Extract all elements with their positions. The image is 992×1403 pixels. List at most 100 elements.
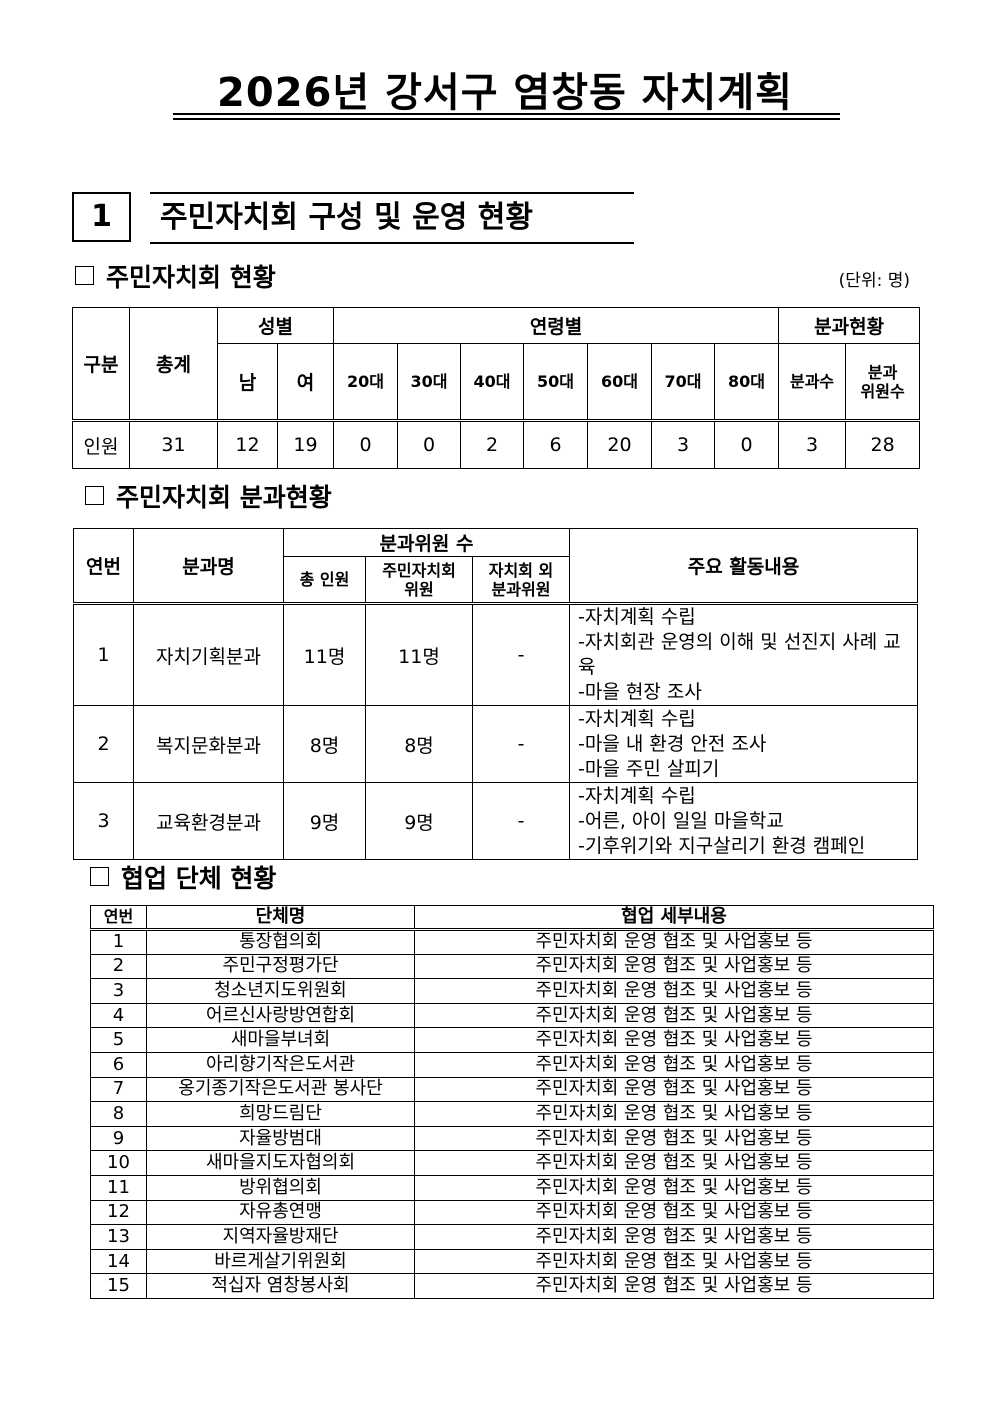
cell-detail: 주민자치회 운영 협조 및 사업홍보 등 bbox=[414, 1224, 934, 1250]
cell-name: 적십자 염창봉사회 bbox=[146, 1273, 415, 1299]
cell-detail: 주민자치회 운영 협조 및 사업홍보 등 bbox=[414, 1125, 934, 1152]
subcommittee-heading: 주민자치회 분과현황 bbox=[85, 478, 332, 514]
cell-name: 바르게살기위원회 bbox=[146, 1248, 415, 1275]
square-bullet-icon bbox=[90, 867, 109, 886]
header-sub-members: 분과 위원수 bbox=[845, 343, 921, 421]
header-line: 주민자치회 bbox=[382, 560, 456, 580]
cell-name: 주민구정평가단 bbox=[146, 953, 415, 980]
cell-name: 청소년지도위원회 bbox=[146, 978, 415, 1004]
header-female: 여 bbox=[277, 343, 334, 421]
cell-no: 15 bbox=[90, 1273, 147, 1299]
cell-detail: 주민자치회 운영 협조 및 사업홍보 등 bbox=[414, 1051, 934, 1078]
square-bullet-icon bbox=[85, 486, 104, 505]
cell-detail: 주민자치회 운영 협조 및 사업홍보 등 bbox=[414, 1002, 934, 1029]
heading-text: 협업 단체 현황 bbox=[121, 864, 277, 893]
cell-no: 8 bbox=[90, 1101, 147, 1127]
cell-no: 13 bbox=[90, 1224, 147, 1250]
cell-activities: -자치계획 수립 -자치회관 운영의 이해 및 선진지 사례 교육 -마을 현장 조… bbox=[569, 602, 918, 706]
cell-total: 8명 bbox=[283, 705, 366, 783]
cell-female: 19 bbox=[277, 419, 334, 469]
cell-name: 자유총연맹 bbox=[146, 1199, 415, 1226]
header-line: 위원 bbox=[404, 579, 434, 599]
activity-item: -기후위기와 지구살리기 환경 캠페인 bbox=[578, 834, 866, 857]
cell-age-60: 20 bbox=[587, 419, 652, 469]
cell-outside: - bbox=[472, 782, 570, 860]
status-table: 구분 총계 성별 연령별 분과현황 남 여 20대 30대 40대 50대 60… bbox=[72, 307, 921, 469]
cell-no: 12 bbox=[90, 1199, 147, 1226]
cell-name: 복지문화분과 bbox=[133, 705, 284, 783]
cell-age-50: 6 bbox=[523, 419, 588, 469]
cell-age-20: 0 bbox=[333, 419, 398, 469]
cell-no: 9 bbox=[90, 1125, 147, 1152]
activity-item: -마을 내 환경 안전 조사 bbox=[578, 732, 767, 755]
header-line: 자치회 외 bbox=[488, 560, 554, 580]
cell-no: 11 bbox=[90, 1174, 147, 1201]
cell-name: 자율방범대 bbox=[146, 1125, 415, 1152]
table-row: 14 바르게살기위원회 주민자치회 운영 협조 및 사업홍보 등 bbox=[90, 1248, 934, 1275]
cell-no: 6 bbox=[90, 1051, 147, 1078]
cell-detail: 주민자치회 운영 협조 및 사업홍보 등 bbox=[414, 1101, 934, 1127]
activity-item: -마을 주민 살피기 bbox=[578, 757, 720, 780]
header-total: 총 인원 bbox=[283, 556, 366, 604]
activity-item: -자치계획 수립 bbox=[578, 784, 696, 807]
heading-text: 주민자치회 분과현황 bbox=[116, 483, 332, 512]
table-row: 4 어르신사랑방연합회 주민자치회 운영 협조 및 사업홍보 등 bbox=[90, 1002, 934, 1029]
header-age-60: 60대 bbox=[587, 343, 652, 421]
partners-table: 연번 단체명 협업 세부내용 1 통장협의회 주민자치회 운영 협조 및 사업홍보 … bbox=[90, 905, 934, 1299]
cell-age-70: 3 bbox=[651, 419, 715, 469]
header-resident: 주민자치회 위원 bbox=[365, 556, 473, 604]
header-sub-count: 분과수 bbox=[778, 343, 847, 421]
heading-text: 주민자치회 현황 bbox=[106, 263, 276, 292]
cell-no: 1 bbox=[90, 928, 147, 955]
cell-name: 방위협의회 bbox=[146, 1174, 415, 1201]
activity-item: -어른, 아이 일일 마을학교 bbox=[578, 809, 784, 832]
cell-resident: 9명 bbox=[365, 782, 473, 860]
cell-name: 지역자율방재단 bbox=[146, 1224, 415, 1250]
cell-no: 2 bbox=[90, 953, 147, 980]
header-age: 연령별 bbox=[332, 307, 780, 344]
header-gender: 성별 bbox=[217, 307, 334, 344]
cell-no: 1 bbox=[73, 602, 134, 706]
table-row: 10 새마을지도자협의회 주민자치회 운영 협조 및 사업홍보 등 bbox=[90, 1150, 934, 1176]
cell-name: 옹기종기작은도서관 봉사단 bbox=[146, 1076, 415, 1103]
cell-detail: 주민자치회 운영 협조 및 사업홍보 등 bbox=[414, 928, 934, 955]
header-total: 총계 bbox=[129, 307, 218, 421]
table-row: 3 교육환경분과 9명 9명 - -자치계획 수립 -어른, 아이 일일 마을학교 -기후위기… bbox=[73, 782, 918, 860]
page-title: 2026년 강서구 염창동 자치계획 bbox=[217, 70, 793, 116]
table-row: 1 자치기획분과 11명 11명 - -자치계획 수립 -자치회관 운영의 이해 및 선진지… bbox=[73, 602, 918, 706]
cell-name: 자치기획분과 bbox=[133, 602, 284, 706]
cell-detail: 주민자치회 운영 협조 및 사업홍보 등 bbox=[414, 978, 934, 1004]
cell-male: 12 bbox=[217, 419, 278, 469]
cell-age-40: 2 bbox=[460, 419, 524, 469]
table-row: 11 방위협의회 주민자치회 운영 협조 및 사업홍보 등 bbox=[90, 1174, 934, 1201]
table-row: 7 옹기종기작은도서관 봉사단 주민자치회 운영 협조 및 사업홍보 등 bbox=[90, 1076, 934, 1103]
row-label: 인원 bbox=[72, 419, 130, 469]
subcommittee-table: 연번 분과명 분과위원 수 주요 활동내용 총 인원 주민자치회 위원 자치회 외… bbox=[73, 528, 918, 860]
section-title: 주민자치회 구성 및 운영 현황 bbox=[150, 192, 634, 244]
cell-name: 교육환경분과 bbox=[133, 782, 284, 860]
cell-name: 통장협의회 bbox=[146, 928, 415, 955]
activity-item: -자치회관 운영의 이해 및 선진지 사례 교육 bbox=[578, 631, 901, 678]
header-age-50: 50대 bbox=[523, 343, 588, 421]
square-bullet-icon bbox=[75, 266, 94, 285]
cell-name: 새마을부녀회 bbox=[146, 1027, 415, 1053]
table-row: 2 주민구정평가단 주민자치회 운영 협조 및 사업홍보 등 bbox=[90, 953, 934, 980]
unit-label: (단위: 명) bbox=[838, 271, 910, 291]
cell-outside: - bbox=[472, 602, 570, 706]
cell-detail: 주민자치회 운영 협조 및 사업홍보 등 bbox=[414, 1027, 934, 1053]
cell-activities: -자치계획 수립 -어른, 아이 일일 마을학교 -기후위기와 지구살리기 환경 캠… bbox=[569, 782, 918, 860]
cell-name: 새마을지도자협의회 bbox=[146, 1150, 415, 1176]
cell-no: 14 bbox=[90, 1248, 147, 1275]
cell-name: 아리향기작은도서관 bbox=[146, 1051, 415, 1078]
activity-item: -자치계획 수립 bbox=[578, 707, 696, 730]
cell-sub-count: 3 bbox=[778, 419, 847, 469]
table-row: 1 통장협의회 주민자치회 운영 협조 및 사업홍보 등 bbox=[90, 928, 934, 955]
table-row: 6 아리향기작은도서관 주민자치회 운영 협조 및 사업홍보 등 bbox=[90, 1051, 934, 1078]
header-name: 단체명 bbox=[146, 905, 415, 930]
activity-item: -자치계획 수립 bbox=[578, 606, 696, 628]
header-age-30: 30대 bbox=[397, 343, 461, 421]
cell-detail: 주민자치회 운영 협조 및 사업홍보 등 bbox=[414, 1273, 934, 1299]
table-row: 인원 31 12 19 0 0 2 6 20 3 0 3 28 bbox=[72, 419, 921, 469]
cell-age-80: 0 bbox=[713, 419, 780, 469]
table-row: 8 희망드림단 주민자치회 운영 협조 및 사업홍보 등 bbox=[90, 1101, 934, 1127]
